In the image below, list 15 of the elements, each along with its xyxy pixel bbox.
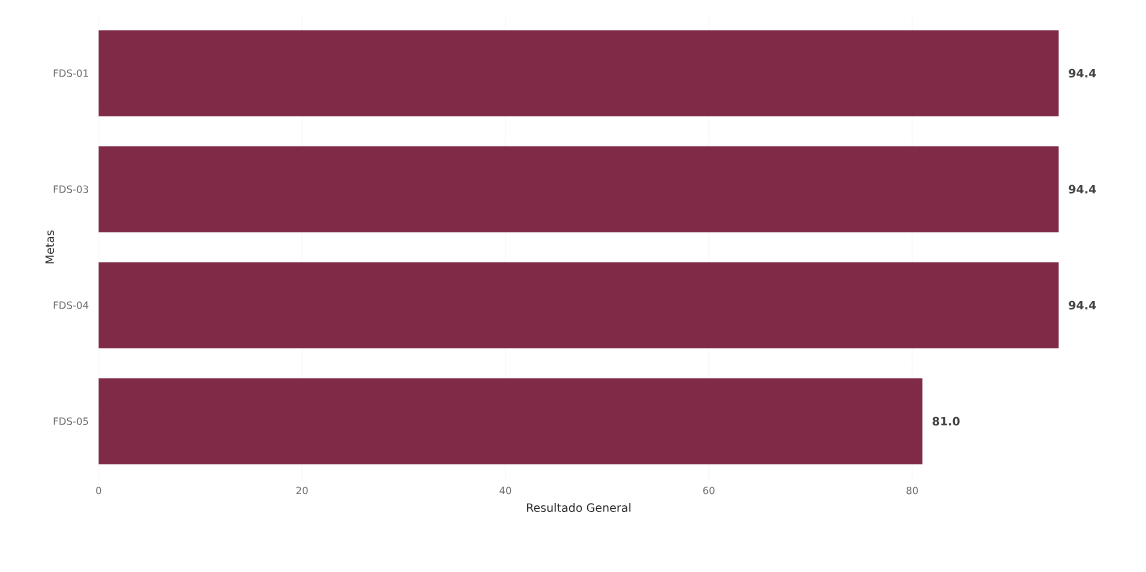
data-label: 81.0 [932,416,960,426]
x-tick-label: 60 [703,486,715,495]
y-tick-label: FDS-04 [53,301,89,309]
y-tick-label: FDS-05 [53,417,89,425]
x-tick-label: 20 [296,486,308,495]
x-tick-label: 80 [906,486,918,495]
y-tick-label: FDS-01 [53,69,88,77]
x-axis-title: Resultado General [527,503,631,512]
data-label: 94.4 [1068,300,1096,310]
y-tick-label: FDS-03 [53,185,89,193]
x-tick-label: 40 [499,486,512,495]
y-axis-title: Metas [45,230,55,264]
data-label: 94.4 [1068,184,1096,194]
x-tick-label: 0 [96,486,102,495]
data-label: 94.4 [1068,68,1096,78]
